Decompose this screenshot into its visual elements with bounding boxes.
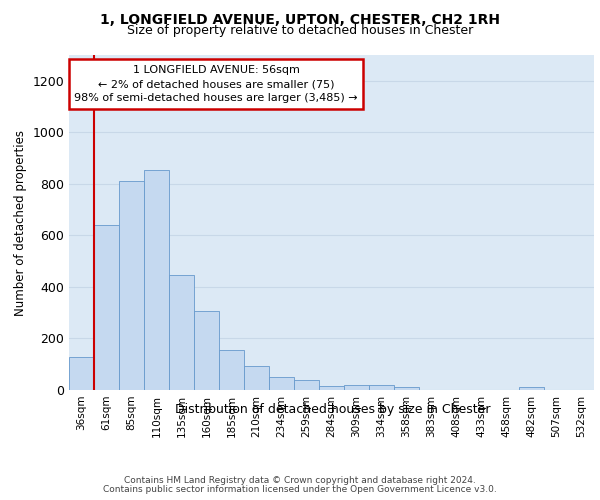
Bar [119, 182, 144, 390]
Text: Contains public sector information licensed under the Open Government Licence v3: Contains public sector information licen… [103, 485, 497, 494]
Bar [219, 350, 244, 390]
Text: Distribution of detached houses by size in Chester: Distribution of detached houses by size … [175, 402, 491, 415]
Bar [294, 380, 319, 390]
Text: Size of property relative to detached houses in Chester: Size of property relative to detached ho… [127, 24, 473, 37]
Bar [94, 225, 119, 390]
Bar [369, 385, 394, 390]
Y-axis label: Number of detached properties: Number of detached properties [14, 130, 27, 316]
Bar [244, 366, 269, 390]
Bar [269, 377, 294, 390]
Bar [519, 388, 544, 390]
Bar [344, 385, 369, 390]
Bar [69, 356, 94, 390]
Bar [169, 276, 194, 390]
Text: 1, LONGFIELD AVENUE, UPTON, CHESTER, CH2 1RH: 1, LONGFIELD AVENUE, UPTON, CHESTER, CH2… [100, 12, 500, 26]
Bar [144, 170, 169, 390]
Bar [394, 388, 419, 390]
Text: Contains HM Land Registry data © Crown copyright and database right 2024.: Contains HM Land Registry data © Crown c… [124, 476, 476, 485]
Bar [319, 386, 344, 390]
Bar [194, 312, 219, 390]
Text: 1 LONGFIELD AVENUE: 56sqm
← 2% of detached houses are smaller (75)
98% of semi-d: 1 LONGFIELD AVENUE: 56sqm ← 2% of detach… [74, 65, 358, 103]
